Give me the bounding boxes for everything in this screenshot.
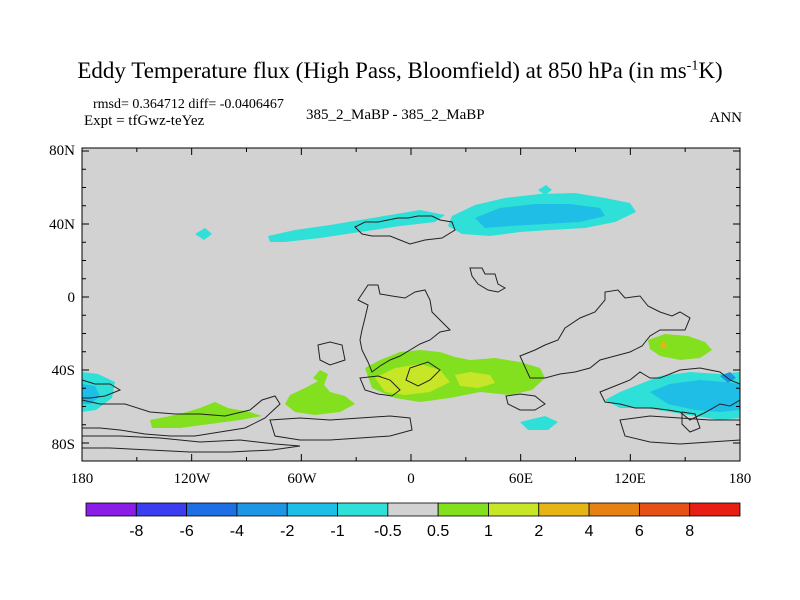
colorbar-swatch [437,502,489,517]
axis-ticks [81,148,741,461]
colorbar-swatch [135,502,188,517]
coastlines [81,215,741,453]
colorbar-label: -1 [330,523,344,540]
positive-core-contours [375,341,667,395]
y-tick-label: 0 [68,290,76,306]
x-tick-label: 60W [287,471,317,487]
colorbar-swatch [286,502,338,517]
case-label: 385_2_MaBP - 385_2_MaBP [306,107,485,123]
colorbar: -8 -6 -4 -2 -1 -0.5 0.5 1 2 4 6 8 [85,502,741,540]
colorbar-label: 8 [685,523,694,540]
colorbar-swatch [689,502,741,517]
colorbar-swatch [638,502,691,517]
colorbar-label: 0.5 [427,523,449,540]
x-tick-label: 120E [614,471,646,487]
colorbar-label: -8 [129,523,143,540]
experiment-label: Expt = tfGwz-teYez [84,113,205,129]
y-tick-label: 80S [52,437,75,453]
colorbar-label: 6 [635,523,644,540]
map-background [82,148,740,461]
colorbar-swatch [488,502,540,517]
y-tick-label: 40N [49,217,75,233]
colorbar-swatch [337,502,389,517]
x-tick-label: 60E [509,471,533,487]
colorbar-swatch [186,502,238,517]
colorbar-label: -6 [179,523,193,540]
colorbar-swatch [387,502,439,517]
plot-title: Eddy Temperature flux (High Pass, Bloomf… [77,58,723,83]
colorbar-swatch [588,502,640,517]
y-tick-label: 40S [52,363,75,379]
negative-core-contours [82,204,740,412]
period-label: ANN [709,110,743,126]
colorbar-swatch [85,502,137,517]
colorbar-label: 4 [585,523,594,540]
x-tick-label: 180 [71,471,94,487]
colorbar-label: -0.5 [374,523,402,540]
rmsd-diff-label: rmsd= 0.364712 diff= -0.0406467 [93,97,284,112]
colorbar-label: -4 [230,523,244,540]
x-tick-label: 0 [407,471,415,487]
x-tick-label: 120W [174,471,212,487]
colorbar-label: 2 [534,523,543,540]
x-tick-label: 180 [729,471,752,487]
colorbar-label: -2 [280,523,294,540]
colorbar-swatch [236,502,288,517]
colorbar-swatch [538,502,590,517]
y-tick-label: 80N [49,143,75,159]
colorbar-label: 1 [484,523,493,540]
